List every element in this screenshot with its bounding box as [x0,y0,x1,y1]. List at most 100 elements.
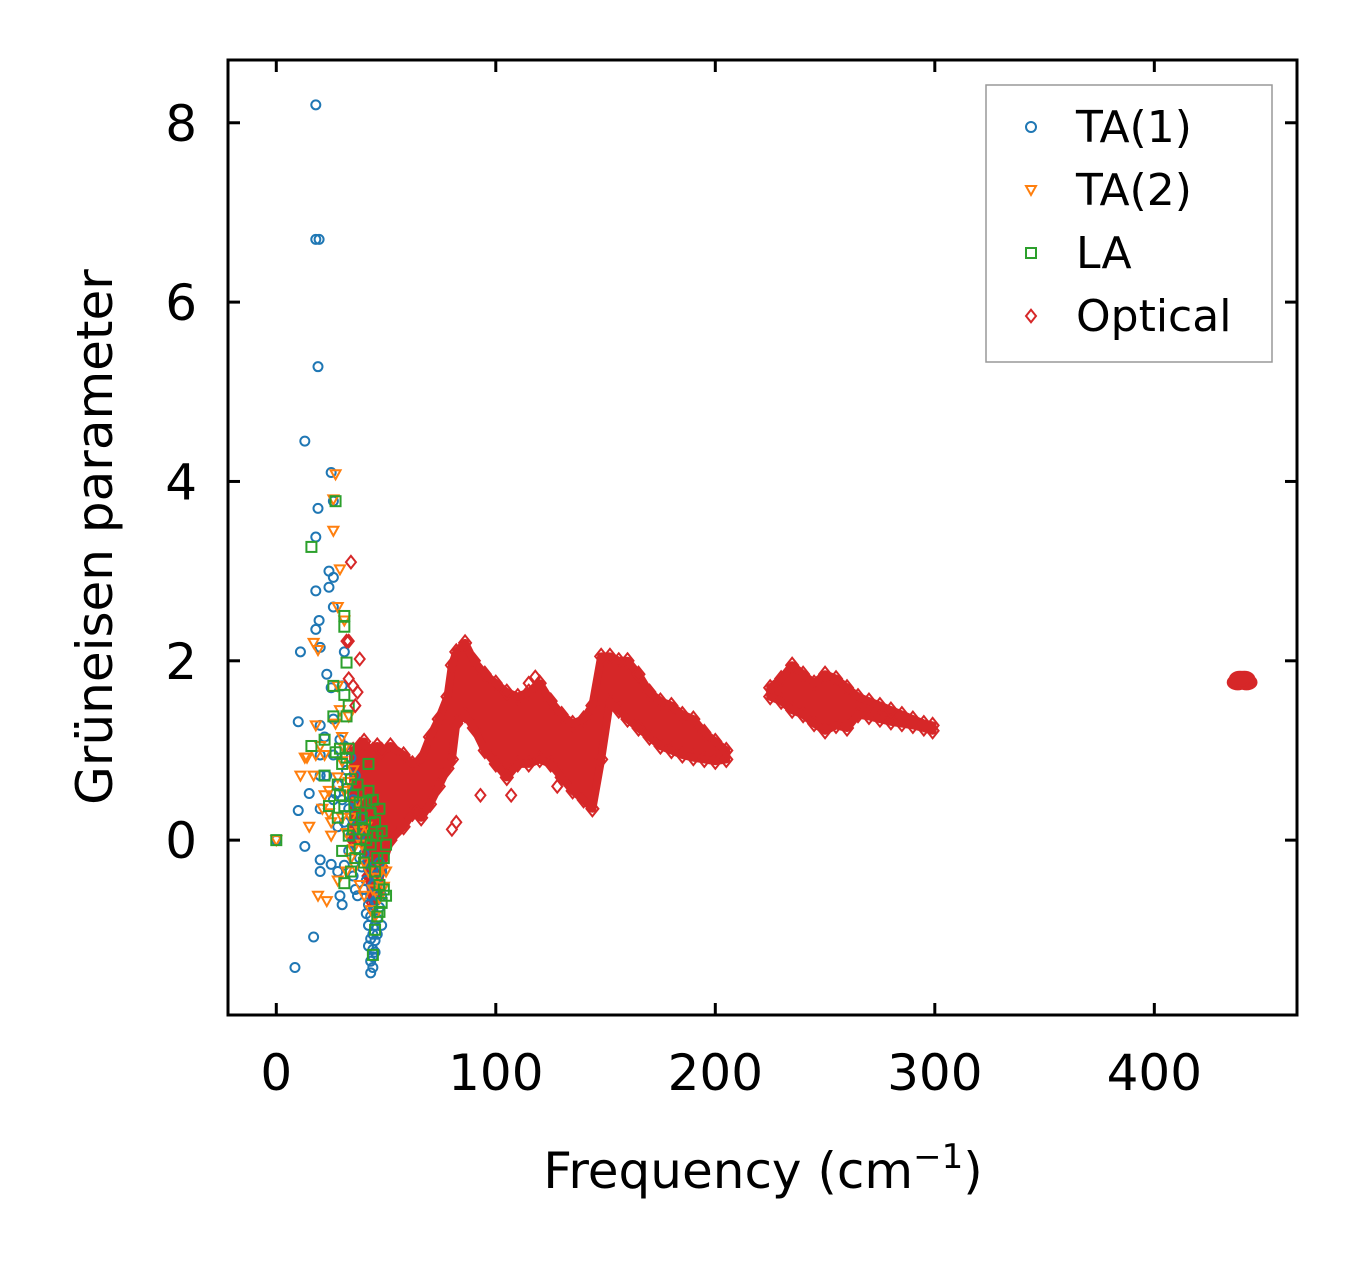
ta-1-point [299,435,311,447]
optical-point [576,709,591,729]
la-point [331,811,344,824]
ta-1-point [308,931,320,943]
optical-point [396,745,411,765]
la-point [338,609,351,622]
ta-2-point [328,469,343,482]
optical-point [477,665,493,684]
ta-1-point [338,859,350,871]
ta-1-point [294,646,306,658]
optical-point [631,718,646,738]
ta-1-point [312,502,324,514]
ta-1-point [299,840,311,852]
y-tick-label: 0 [165,812,197,870]
optical-point [850,687,866,706]
optical-point [708,752,723,771]
optical-point [784,701,800,720]
ta-1-point [336,899,348,911]
optical-point [529,669,542,685]
optical-point [762,678,778,697]
optical-point [521,683,537,702]
optical-point [457,633,473,652]
ta-2-point [306,637,321,650]
optical-point [806,714,822,733]
ta-2-point [333,564,347,577]
legend-marker-optical [1024,308,1038,324]
optical-point [413,750,429,769]
la-point [380,889,393,902]
optical-point [565,714,580,733]
la-point [338,877,351,890]
optical-point [444,750,460,769]
ta-1-point [369,946,381,958]
optical-point [719,750,734,769]
la-point [351,778,364,791]
ta-1-point [325,466,337,478]
optical-band [349,638,731,907]
ta-1-point [334,890,346,902]
optical-point [457,705,473,724]
optical-point [675,705,690,724]
ta-1-point [292,805,304,817]
legend-marker-ta-1 [1025,121,1037,133]
optical-point [697,723,712,742]
optical-point [576,790,591,809]
optical-point [653,692,668,711]
la-point [340,656,353,669]
optical-point [620,709,635,729]
la-point [377,852,390,865]
la-point [305,739,318,752]
ta-1-point [292,716,304,728]
ta-1-point [310,623,322,635]
la-point [333,742,346,755]
optical-point [708,732,723,751]
ta-1-point [338,646,350,658]
optical-point [894,705,910,724]
optical-point [344,554,358,571]
optical-point [554,705,569,724]
la-point [327,679,340,692]
ta-2-point [335,732,349,745]
optical-point [916,714,932,733]
optical-point [543,754,558,774]
optical-point [664,696,679,715]
ta-1-point [323,581,335,593]
ta-1-point [369,935,381,947]
optical-point [349,697,362,714]
optical-point [445,821,459,838]
la-point [364,838,377,851]
ta-1-point [365,967,377,979]
optical-point [850,705,866,724]
optical-point [642,683,657,702]
optical-point [585,696,600,715]
optical-point [466,718,482,738]
optical-point [504,787,518,804]
legend-marker-la [1025,247,1037,259]
la-point [270,834,283,847]
la-point [349,809,362,822]
la-point [340,751,353,764]
optical-point [449,714,464,733]
la-point [318,769,331,782]
optical-point [894,714,910,733]
la-point [369,923,382,936]
optical-point [499,683,515,702]
optical-point [431,777,447,796]
legend-label-la: LA [1076,228,1132,279]
optical-point [883,701,899,720]
ta-2-point [379,866,393,879]
la-point [366,793,379,806]
optical-point [773,669,789,688]
optical-point [543,692,558,711]
optical-point [585,799,600,818]
optical-point [532,674,547,693]
ta-1-point [327,749,339,761]
optical-point [719,741,734,760]
optical-point [396,817,411,836]
optical-point [675,745,690,765]
optical-point [828,716,844,735]
y-tick-label: 8 [165,95,197,153]
ta-2-point [317,790,332,803]
optical-point [861,707,877,726]
la-point [369,865,382,878]
legend-label-optical: Optical [1076,291,1231,342]
